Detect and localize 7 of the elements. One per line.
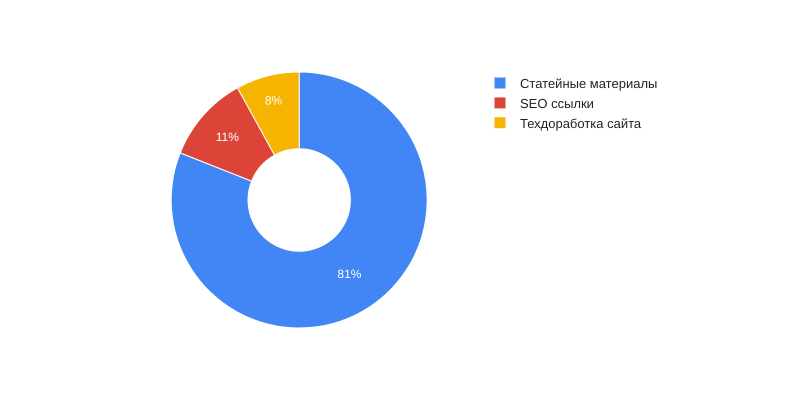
legend-label: Статейные материалы — [520, 76, 658, 92]
donut-slice — [170, 72, 428, 328]
data-label: 11% — [216, 130, 240, 144]
data-label: 8% — [264, 94, 283, 108]
legend-label: SEO ссылки — [520, 96, 594, 111]
legend-label: Техдоработка сайта — [520, 116, 642, 131]
data-label: 81% — [337, 267, 362, 282]
